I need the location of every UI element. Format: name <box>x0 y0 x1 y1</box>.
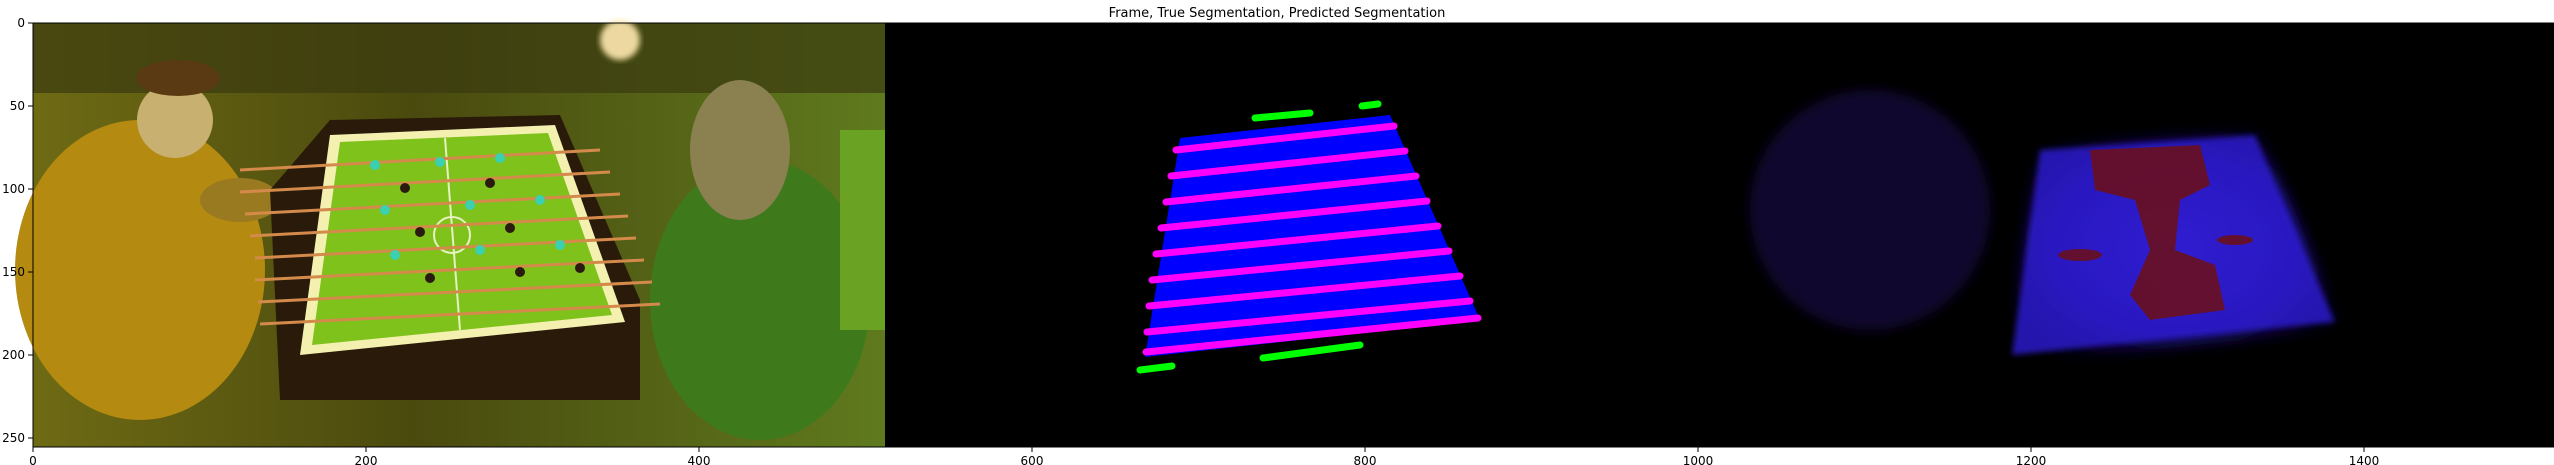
y-tick-label: 50 <box>10 99 25 113</box>
x-tick-label: 0 <box>29 454 37 465</box>
x-tick-label: 400 <box>688 454 711 465</box>
y-tick-label: 200 <box>2 348 25 362</box>
x-ticks <box>32 447 2365 452</box>
figure-title: Frame, True Segmentation, Predicted Segm… <box>1109 6 1446 21</box>
x-tick-label: 200 <box>355 454 378 465</box>
x-tick-label: 1000 <box>1683 454 1714 465</box>
x-tick-label: 1200 <box>2016 454 2047 465</box>
y-tick-label: 100 <box>2 182 25 196</box>
frame-image <box>15 20 885 447</box>
x-tick-label: 600 <box>1021 454 1044 465</box>
x-tick-label: 1400 <box>2349 454 2380 465</box>
goal-mask <box>1136 100 1382 374</box>
true-segmentation-image <box>885 23 1737 447</box>
y-tick-label: 150 <box>2 265 25 279</box>
x-tick-label: 800 <box>1354 454 1377 465</box>
predicted-segmentation-image <box>1737 23 2554 447</box>
y-tick-label: 250 <box>2 431 25 445</box>
y-tick-label: 0 <box>17 16 25 30</box>
rod-mask <box>1142 122 1482 356</box>
axes: 0 200 400 600 800 1000 1200 1400 0 50 10… <box>2 16 2554 465</box>
y-ticks <box>28 22 33 439</box>
